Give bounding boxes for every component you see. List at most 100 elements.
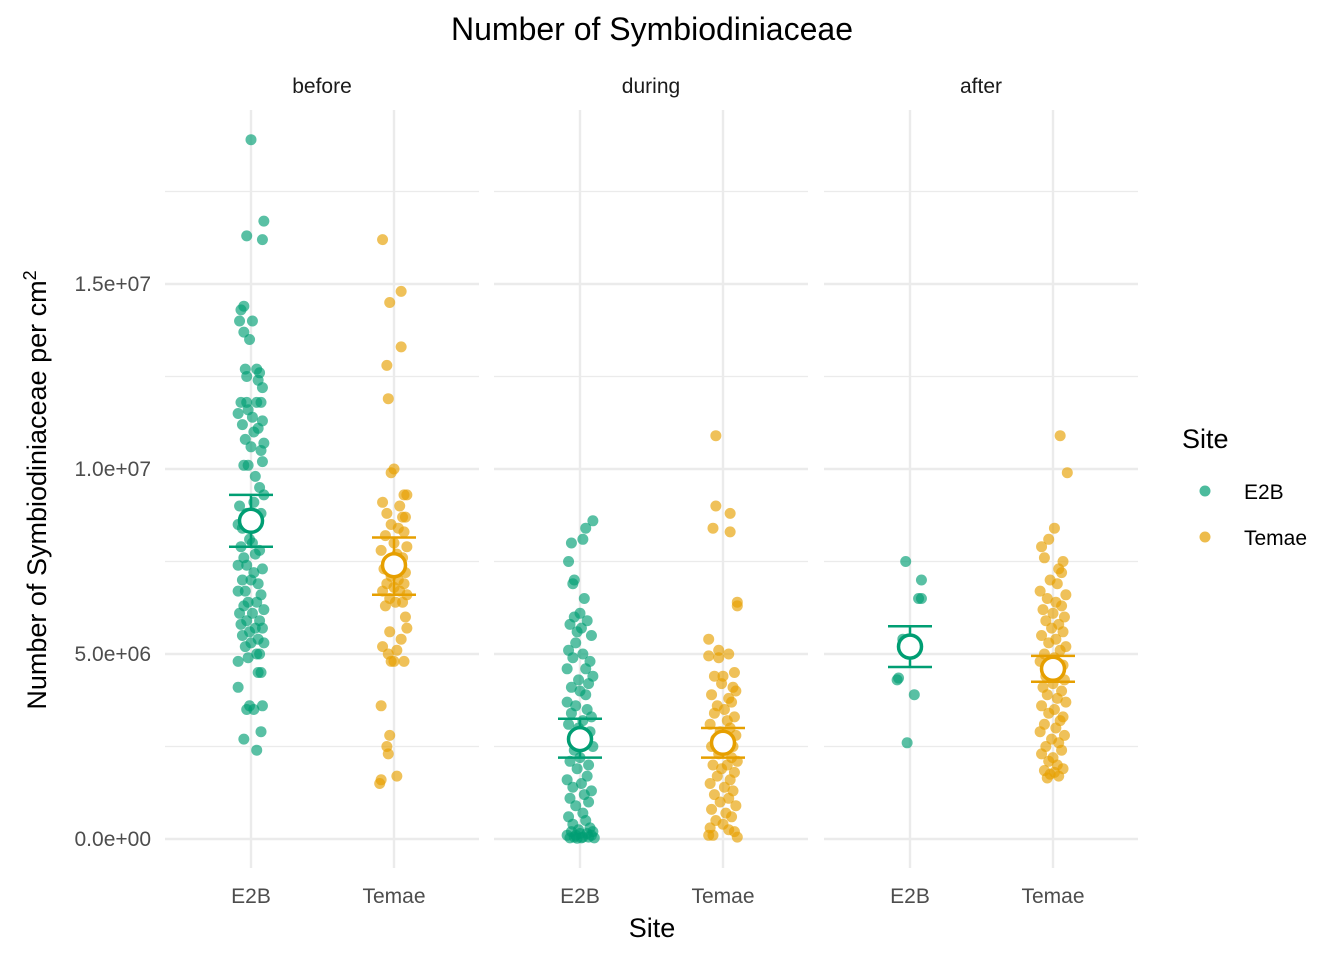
- data-point: [235, 618, 247, 630]
- data-point: [723, 792, 735, 804]
- data-point: [391, 770, 403, 782]
- data-point: [234, 607, 246, 619]
- data-point: [563, 556, 575, 567]
- data-point: [401, 489, 413, 501]
- data-point: [248, 704, 260, 715]
- data-point: [242, 652, 254, 664]
- y-tick-label: 1.5e+07: [75, 273, 152, 296]
- data-point: [232, 585, 244, 597]
- data-point: [570, 800, 582, 812]
- legend-key-e2b: [1199, 485, 1211, 497]
- data-point: [571, 763, 583, 775]
- data-point: [394, 500, 406, 512]
- x-tick-label: E2B: [231, 885, 271, 908]
- data-point: [1060, 589, 1072, 601]
- data-point: [708, 670, 720, 682]
- legend-label-e2b: E2B: [1244, 481, 1284, 504]
- data-point: [258, 604, 270, 616]
- data-point: [561, 774, 573, 786]
- data-point: [377, 641, 389, 653]
- data-point: [242, 459, 254, 471]
- data-point: [1056, 744, 1068, 756]
- chart-title: Number of Symbiodiniaceae: [451, 11, 853, 47]
- group-before-Temae: [372, 234, 416, 789]
- data-point: [587, 515, 599, 527]
- data-point: [713, 652, 725, 664]
- data-point: [1054, 430, 1066, 442]
- facet-label-during: during: [622, 75, 680, 98]
- data-point: [573, 674, 585, 686]
- facet-during: during E2B Temae: [494, 75, 808, 908]
- data-point: [703, 829, 715, 841]
- data-point: [385, 467, 397, 479]
- data-point: [724, 526, 736, 538]
- data-point: [389, 596, 401, 608]
- data-point: [238, 326, 250, 338]
- data-point: [255, 667, 267, 678]
- data-point: [585, 630, 597, 641]
- data-point: [377, 234, 389, 246]
- data-point: [246, 315, 258, 327]
- data-point: [399, 511, 411, 523]
- data-point: [1041, 593, 1053, 604]
- mean-marker: [709, 729, 737, 757]
- y-tick-label: 5.0e+06: [75, 643, 152, 666]
- data-point: [575, 778, 587, 789]
- data-point: [239, 641, 251, 653]
- data-point: [578, 593, 590, 604]
- mean-marker: [566, 725, 594, 753]
- data-point: [567, 578, 579, 590]
- x-axis-title: Site: [629, 913, 676, 943]
- data-point: [245, 134, 257, 146]
- data-point: [583, 678, 595, 690]
- data-point: [1057, 626, 1069, 638]
- legend-title: Site: [1182, 424, 1229, 454]
- data-point: [708, 789, 720, 801]
- data-point: [1053, 770, 1065, 782]
- data-point: [241, 230, 253, 242]
- data-point: [707, 522, 719, 534]
- group-during-Temae: [701, 430, 745, 843]
- data-point: [1036, 630, 1048, 641]
- x-tick-label: E2B: [560, 885, 600, 908]
- data-point: [377, 496, 389, 508]
- data-point: [236, 419, 248, 431]
- data-point: [563, 718, 575, 730]
- mean-marker: [896, 633, 924, 660]
- data-point: [564, 618, 576, 630]
- data-point: [710, 500, 722, 512]
- data-point: [908, 689, 920, 701]
- y-axis-title-superscript: 2: [20, 270, 40, 280]
- y-tick-label: 1.0e+07: [75, 458, 152, 481]
- data-point: [375, 544, 387, 556]
- data-point: [395, 341, 407, 353]
- data-point: [1034, 726, 1046, 738]
- data-point: [232, 681, 244, 693]
- data-point: [707, 759, 719, 771]
- data-point: [570, 637, 582, 649]
- data-point: [232, 408, 244, 419]
- data-point: [708, 707, 720, 719]
- data-point: [1040, 615, 1052, 627]
- data-point: [1054, 644, 1066, 656]
- data-point: [1051, 692, 1063, 704]
- group-after-Temae: [1031, 430, 1075, 784]
- data-point: [1043, 637, 1055, 649]
- data-point: [395, 633, 407, 645]
- data-point: [564, 792, 576, 804]
- data-point: [232, 559, 244, 571]
- data-point: [388, 655, 400, 667]
- data-point: [726, 811, 738, 823]
- y-tick-label: 0.0e+00: [75, 828, 152, 851]
- data-point: [251, 744, 263, 756]
- x-tick-label: Temae: [362, 885, 425, 908]
- data-point: [246, 607, 258, 619]
- data-point: [255, 726, 267, 738]
- data-point: [915, 574, 927, 586]
- facet-label-after: after: [960, 75, 1002, 98]
- data-point: [382, 748, 394, 760]
- data-point: [915, 593, 927, 604]
- data-point: [723, 648, 735, 660]
- data-point: [252, 422, 264, 434]
- data-point: [375, 700, 387, 712]
